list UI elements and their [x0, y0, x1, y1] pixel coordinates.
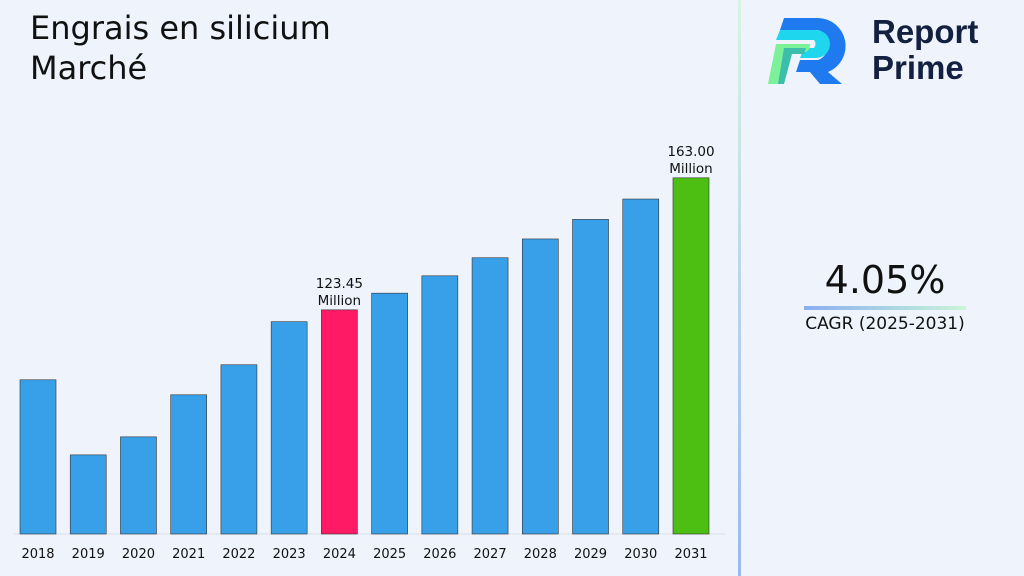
x-tick-label: 2031	[674, 547, 707, 562]
cagr-label: CAGR (2025-2031)	[805, 314, 965, 334]
bar-2030	[622, 198, 660, 535]
bar-2020	[120, 436, 157, 535]
data-label-2024: Million	[318, 293, 361, 309]
x-tick-label: 2021	[172, 547, 205, 562]
x-tick-label: 2028	[524, 547, 557, 562]
x-tick-label: 2022	[222, 547, 255, 562]
data-label-2031: Million	[669, 161, 712, 177]
logo-text: Report Prime	[872, 14, 978, 86]
chart-title: Engrais en silicium Marché	[30, 8, 430, 88]
bar-2027	[471, 257, 509, 535]
title-line-1: Engrais en silicium	[30, 9, 331, 47]
bar-2028	[521, 238, 559, 535]
bar-2031	[672, 177, 710, 535]
x-tick-label: 2029	[574, 547, 607, 562]
cagr-value: 4.05%	[824, 258, 946, 302]
title-line-2: Marché	[30, 49, 148, 87]
bar-2019	[69, 454, 107, 535]
x-tick-label: 2025	[373, 547, 406, 562]
bar-2021	[170, 394, 207, 535]
x-tick-label: 2019	[72, 547, 105, 562]
bar-2026	[421, 275, 459, 535]
x-tick-label: 2020	[122, 547, 155, 562]
bar-2023	[270, 321, 308, 535]
data-label-2031: 163.00	[667, 144, 714, 160]
logo-line-2: Prime	[872, 49, 964, 86]
bar-2025	[371, 292, 408, 535]
x-tick-label: 2018	[21, 547, 54, 562]
bar-chart: 2018 2019 2020 2021 2022 2023 2024123.45Millio…	[14, 144, 726, 562]
logo-line-1: Report	[872, 13, 979, 50]
bar-2029	[572, 219, 609, 535]
x-tick-label: 2024	[323, 547, 356, 562]
bar-2024	[321, 309, 358, 535]
bar-2022	[220, 364, 258, 535]
x-tick-label: 2026	[423, 547, 456, 562]
cagr-underline	[804, 306, 966, 310]
x-tick-label: 2023	[273, 547, 306, 562]
x-tick-label: 2030	[624, 547, 657, 562]
cagr-panel: 4.05% CAGR (2025-2031)	[790, 258, 980, 334]
bar-2018	[19, 379, 57, 535]
x-tick-label: 2027	[474, 547, 507, 562]
divider	[738, 0, 741, 576]
data-label-2024: 123.45	[316, 276, 363, 292]
report-prime-logo-icon	[768, 18, 846, 84]
